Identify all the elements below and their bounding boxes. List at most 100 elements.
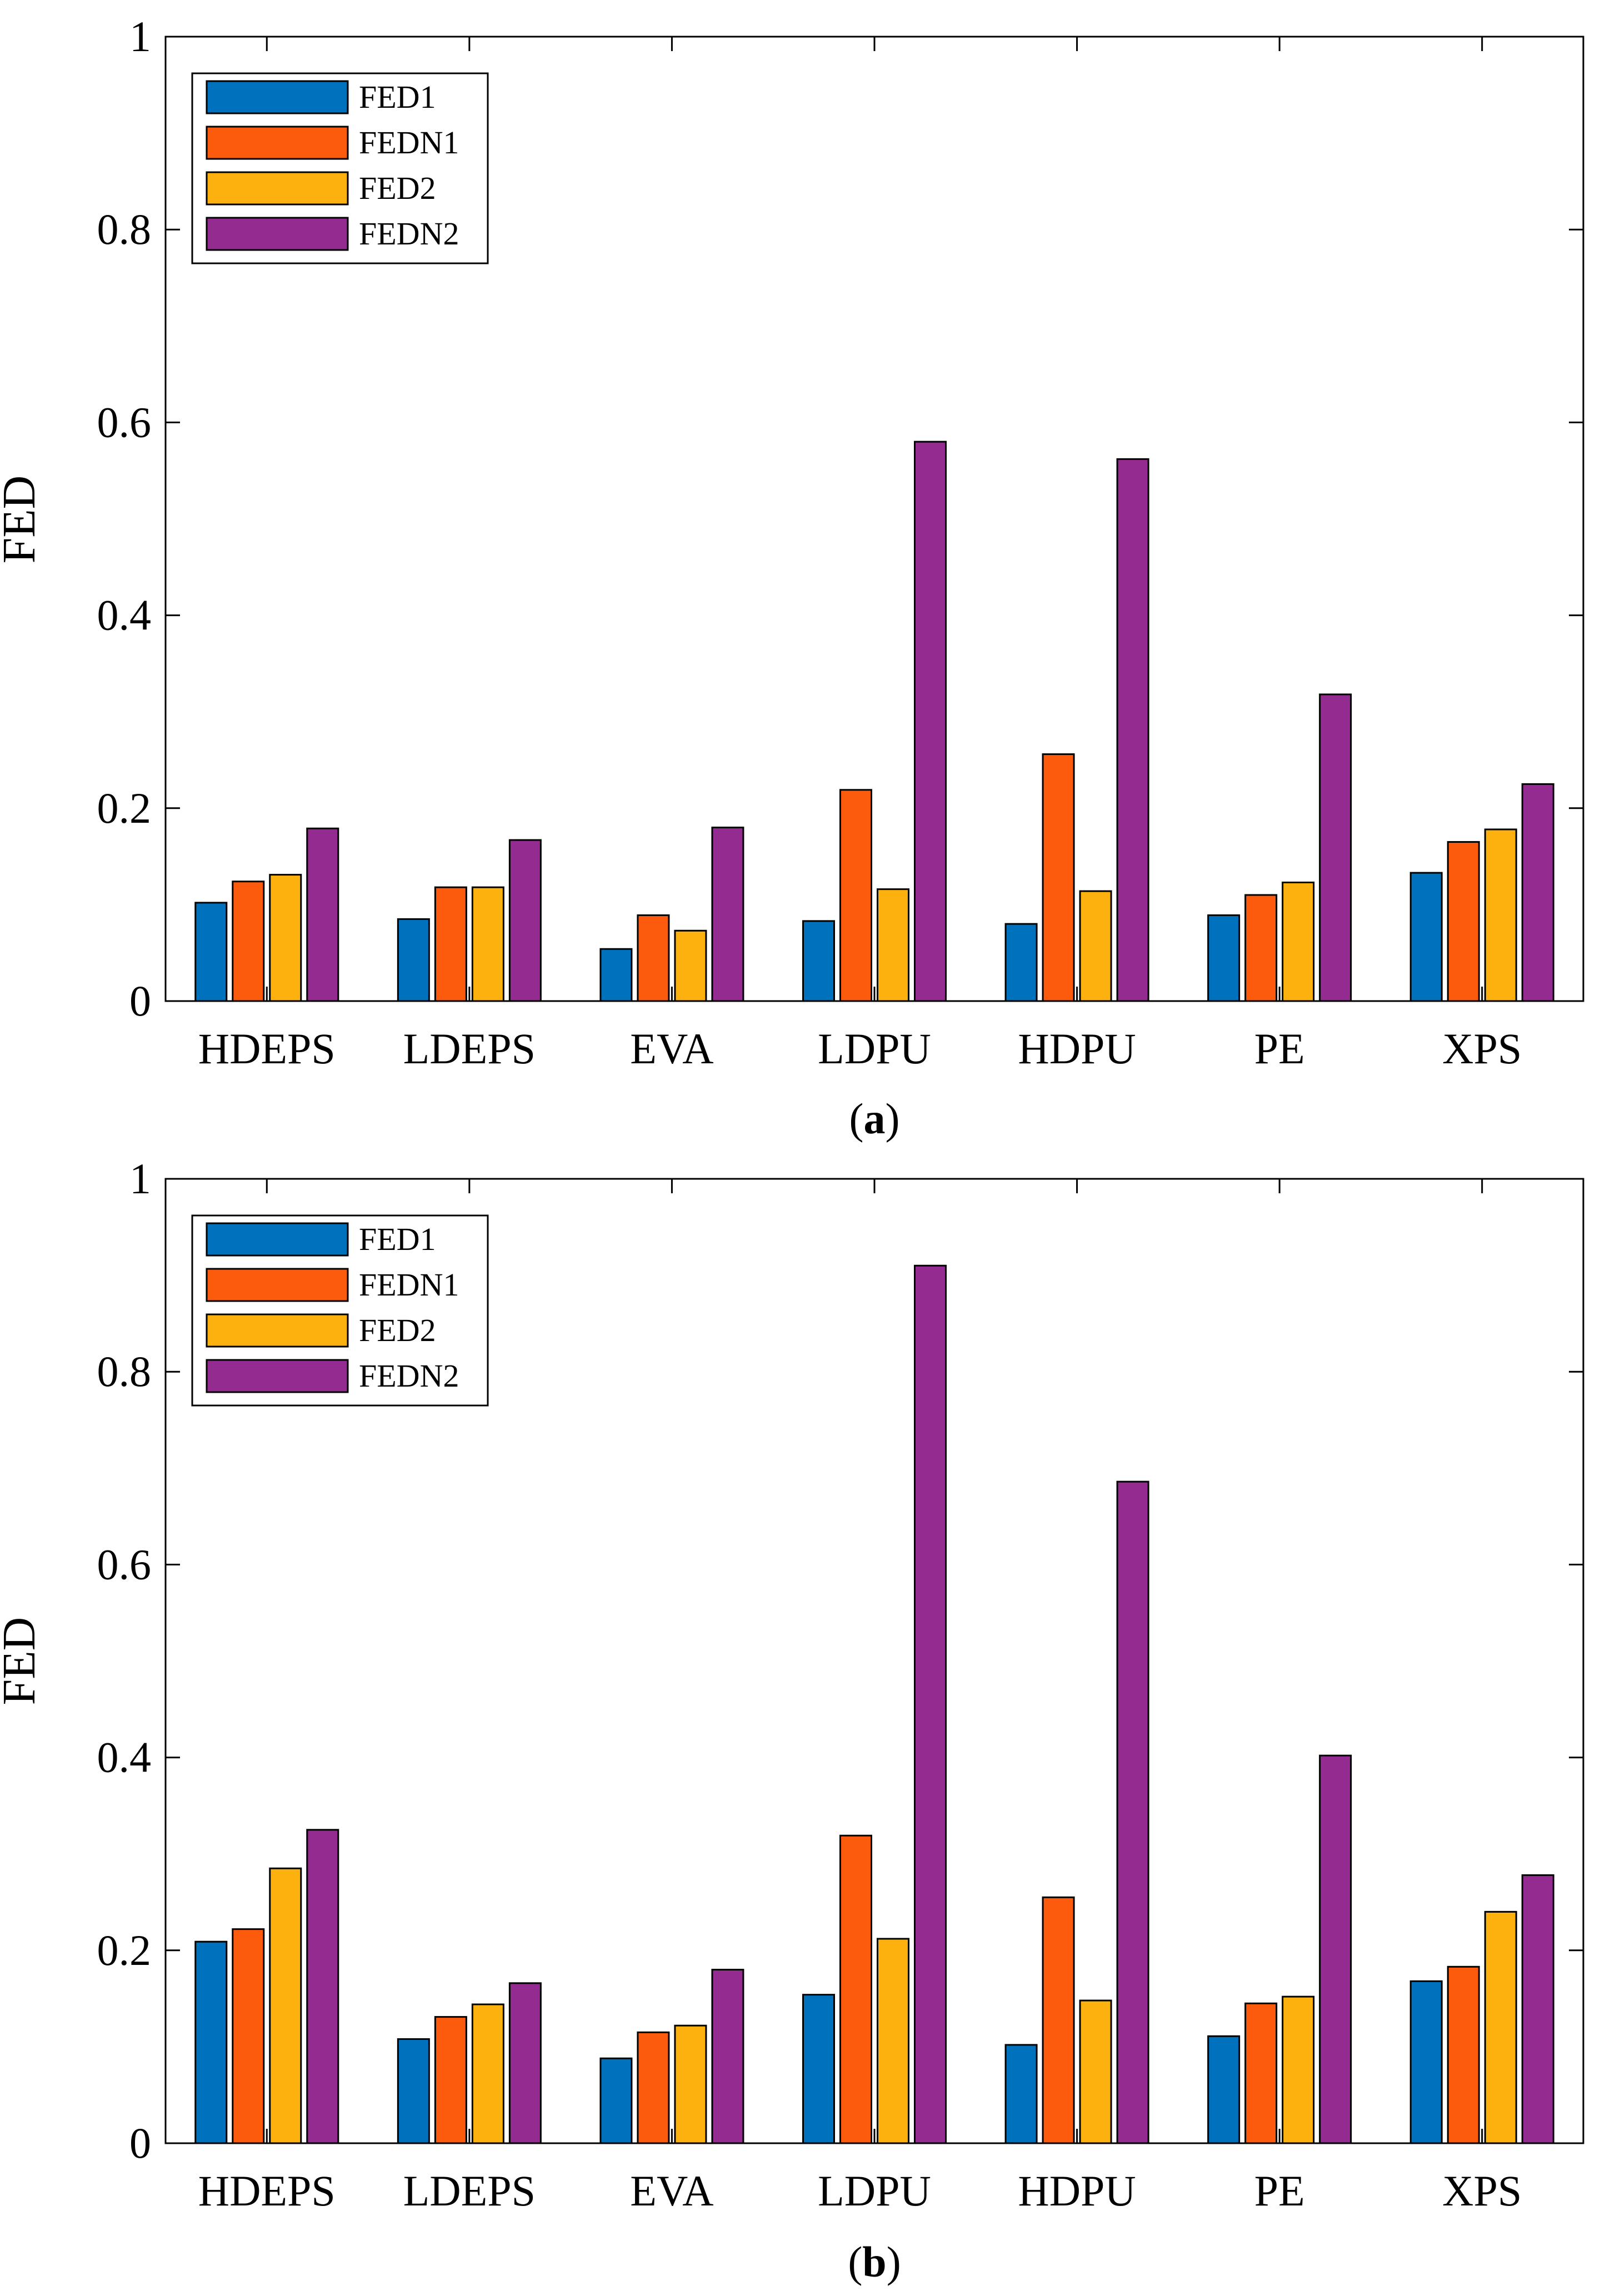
y-tick-label: 0.2: [97, 1926, 152, 1974]
legend-swatch-fed1: [206, 80, 349, 114]
y-tick-label: 0.8: [97, 205, 152, 253]
y-tick-label: 0.4: [97, 591, 152, 639]
bar-fedn2-xps: [1521, 1874, 1554, 2144]
x-tick-label: XPS: [1442, 1024, 1522, 1073]
x-tick-label: LDPU: [818, 1024, 931, 1073]
legend-entry: FED1: [359, 1221, 436, 1257]
bar-fedn1-hdeps: [232, 881, 265, 1002]
bar-fedn1-hdeps: [232, 1928, 265, 2144]
y-tick-label: 0: [129, 2119, 151, 2167]
legend-swatch-fed2: [206, 171, 349, 206]
bars-group: [194, 441, 1554, 1002]
caption-close-paren: ): [887, 2238, 901, 2286]
bar-fedn1-ldpu: [839, 1834, 872, 2144]
bar-fedn1-hdpu: [1042, 753, 1075, 1002]
bar-fed1-hdeps: [194, 1940, 228, 2144]
bar-fed2-pe: [1282, 1995, 1315, 2144]
legend-entry: FEDN2: [359, 1358, 459, 1394]
bar-fed1-ldpu: [802, 1994, 835, 2144]
y-tick-label: 0: [129, 977, 151, 1025]
y-tick-label: 0.8: [97, 1347, 152, 1395]
y-tick-label: 0.6: [97, 1540, 152, 1588]
bar-fed1-xps: [1409, 872, 1443, 1002]
legend-entry: FEDN2: [359, 216, 459, 252]
bar-fedn2-ldpu: [914, 1264, 947, 2144]
panel-caption: (a): [849, 1094, 900, 1143]
bar-fed1-pe: [1207, 914, 1241, 1002]
bar-fed2-pe: [1282, 881, 1315, 1002]
bar-fed2-hdeps: [269, 1867, 302, 2144]
bar-fedn2-pe: [1319, 693, 1352, 1002]
bar-fed1-xps: [1409, 1980, 1443, 2144]
caption-open-paren: (: [848, 2238, 862, 2286]
legend-entry: FED1: [359, 79, 436, 115]
bar-fedn2-hdeps: [306, 827, 339, 1002]
x-tick-label: LDPU: [818, 2167, 931, 2215]
panel-caption: (b): [848, 2238, 901, 2286]
bar-fed1-ldeps: [397, 2038, 430, 2144]
legend-entry: FEDN1: [359, 1267, 459, 1303]
y-tick-label: 0.4: [97, 1733, 152, 1782]
bar-fedn2-ldeps: [508, 1982, 542, 2144]
bar-fed2-ldpu: [877, 1938, 909, 2144]
bar-fed2-eva: [674, 929, 707, 1002]
x-tick-label: LDEPS: [403, 1024, 536, 1073]
bar-fed2-hdpu: [1079, 1999, 1112, 2144]
chart-panel-b: 0 0.2 0.4 0.6 0.8 1 HDEPS LDEPS EVA LDPU HDPU PE XPS…: [0, 1154, 1584, 2286]
legend-swatch-fedn1: [206, 1268, 349, 1302]
x-tick-label: EVA: [630, 1024, 713, 1073]
legend-swatch-fed1: [206, 1222, 349, 1257]
bar-fed1-eva: [599, 948, 633, 1002]
legend-swatch-fed2: [206, 1313, 349, 1348]
x-tick-label: HDEPS: [198, 2167, 336, 2215]
bar-fedn1-ldeps: [434, 886, 467, 1002]
y-tick-label: 1: [129, 1154, 151, 1203]
bar-fedn1-ldpu: [839, 789, 872, 1002]
bar-fedn2-eva: [711, 1969, 744, 2144]
legend-entry: FED2: [359, 1312, 436, 1348]
y-axis-label: FED: [0, 1617, 45, 1705]
bar-fedn1-xps: [1447, 1965, 1480, 2144]
bar-fedn2-eva: [711, 827, 744, 1002]
bar-fed1-ldeps: [397, 918, 430, 1002]
caption-close-paren: ): [886, 1094, 900, 1143]
x-tick-label: HDEPS: [198, 1024, 336, 1073]
x-tick-label: EVA: [630, 2167, 713, 2215]
bar-fedn1-ldeps: [434, 2016, 467, 2144]
bar-fed2-hdpu: [1079, 890, 1112, 1002]
y-tick-label: 0.6: [97, 398, 152, 446]
bar-fed2-hdeps: [269, 874, 302, 1002]
x-tick-label: PE: [1254, 1024, 1305, 1073]
bar-fed2-xps: [1484, 828, 1517, 1002]
bar-fedn1-hdpu: [1042, 1896, 1075, 2144]
x-tick-label: PE: [1254, 2167, 1305, 2215]
x-tick-label: HDPU: [1018, 1024, 1136, 1073]
y-tick-label: 0.2: [97, 784, 152, 832]
bar-fed1-pe: [1207, 2035, 1241, 2144]
legend-swatch-fedn2: [206, 217, 349, 251]
bar-fedn2-xps: [1521, 783, 1554, 1002]
bar-fedn1-eva: [637, 2031, 670, 2144]
legend-swatch-fedn1: [206, 126, 349, 160]
legend-entry: FED2: [359, 170, 436, 206]
bar-fedn2-ldeps: [508, 839, 542, 1002]
legend-entry: FEDN1: [359, 124, 459, 161]
bar-fed2-ldeps: [471, 886, 504, 1002]
y-axis-label: FED: [0, 476, 45, 564]
x-tick-label: LDEPS: [403, 2167, 536, 2215]
bar-fed2-ldpu: [877, 888, 909, 1002]
y-tick-label: 1: [129, 12, 151, 61]
x-tick-label: XPS: [1442, 2167, 1522, 2215]
bar-fedn1-eva: [637, 914, 670, 1002]
bar-fedn2-ldpu: [914, 441, 947, 1002]
bar-fedn1-pe: [1244, 2002, 1278, 2144]
bar-fedn2-hdeps: [306, 1829, 339, 2144]
caption-letter: b: [862, 2238, 886, 2286]
bar-fed1-eva: [599, 2057, 633, 2144]
bar-fed2-eva: [674, 2024, 707, 2144]
bar-fed2-ldeps: [471, 2003, 504, 2144]
bar-fed1-hdpu: [1004, 2044, 1038, 2144]
bar-fedn1-pe: [1244, 894, 1278, 1002]
x-tick-label: HDPU: [1018, 2167, 1136, 2215]
